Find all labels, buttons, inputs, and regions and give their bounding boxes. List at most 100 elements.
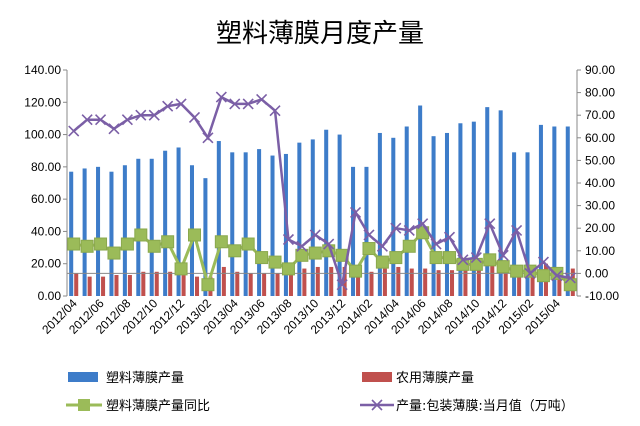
marker-yoy-growth — [281, 262, 295, 276]
right-tick-label: 60.00 — [585, 131, 615, 145]
legend-label-yoy-growth: 塑料薄膜产量同比 — [106, 399, 210, 414]
bar-agri-film — [490, 265, 495, 296]
marker-packaging-film — [256, 93, 268, 105]
bar-agri-film — [329, 266, 334, 296]
bar-agri-film — [463, 270, 468, 296]
bar-agri-film — [74, 273, 79, 296]
bar-agri-film — [436, 270, 441, 296]
right-tick-label: 0.00 — [585, 266, 609, 280]
bar-agri-film — [396, 266, 401, 296]
bar-plastic-film — [216, 141, 221, 296]
marker-yoy-growth — [188, 228, 201, 242]
bar-plastic-film — [297, 142, 302, 296]
bar-plastic-film — [485, 107, 490, 296]
marker-packaging-film — [215, 91, 227, 103]
bar-plastic-film — [498, 110, 503, 296]
marker-packaging-film — [457, 254, 469, 266]
bar-plastic-film — [230, 152, 235, 296]
marker-packaging-film — [537, 256, 550, 268]
bar-agri-film — [127, 275, 132, 296]
legend-label-agri-film: 农用薄膜产量 — [396, 371, 474, 386]
bar-plastic-film — [310, 139, 315, 296]
bar-plastic-film — [324, 129, 329, 296]
bar-plastic-film — [109, 171, 114, 296]
marker-yoy-growth — [362, 242, 376, 256]
legend-marker-yoy-growth — [78, 399, 90, 411]
bar-plastic-film — [176, 147, 181, 296]
bar-plastic-film — [552, 126, 557, 296]
marker-yoy-growth — [134, 228, 148, 242]
marker-yoy-growth — [563, 278, 577, 292]
bar-agri-film — [141, 271, 146, 296]
right-tick-label: 20.00 — [585, 221, 615, 235]
marker-yoy-growth — [228, 244, 242, 258]
marker-packaging-film — [403, 224, 415, 237]
bar-plastic-film — [444, 132, 449, 296]
marker-packaging-film — [269, 105, 281, 117]
bar-series-group — [69, 105, 575, 297]
bar-agri-film — [195, 276, 200, 296]
marker-packaging-film — [296, 240, 308, 252]
bar-agri-film — [168, 271, 173, 296]
bar-agri-film — [154, 271, 159, 296]
bar-agri-film — [382, 268, 387, 296]
bar-plastic-film — [471, 121, 476, 297]
right-tick-label: 10.00 — [585, 244, 615, 258]
left-axis-ticks: 0.00 20.00 40.00 60.00 80.00 100.00 120.00 140.… — [24, 63, 67, 303]
marker-packaging-film — [68, 125, 80, 137]
left-tick-label: 40.00 — [31, 224, 61, 238]
x-axis-ticks: 2012/042012/062012/082012/102012/122013/… — [39, 296, 563, 337]
bar-agri-film — [369, 271, 374, 296]
marker-packaging-film — [336, 279, 348, 291]
marker-yoy-growth — [510, 264, 524, 278]
bar-plastic-film — [565, 126, 570, 296]
marker-packaging-film — [175, 98, 187, 110]
marker-packaging-film — [363, 229, 375, 241]
marker-packaging-film — [94, 114, 107, 126]
bar-plastic-film — [163, 150, 168, 296]
marker-packaging-film — [443, 231, 456, 243]
marker-packaging-film — [484, 218, 496, 230]
marker-yoy-growth — [107, 246, 121, 260]
marker-packaging-film — [81, 114, 93, 126]
left-tick-label: 0.00 — [38, 289, 62, 303]
marker-packaging-film — [162, 100, 174, 112]
bar-plastic-film — [377, 132, 382, 296]
marker-packaging-film — [323, 238, 335, 250]
bar-plastic-film — [404, 126, 409, 296]
bar-agri-film — [476, 268, 481, 296]
bar-plastic-film — [431, 136, 436, 296]
bar-agri-film — [262, 273, 267, 296]
marker-packaging-film — [242, 98, 254, 110]
right-tick-label: 50.00 — [585, 153, 615, 167]
marker-yoy-growth — [308, 246, 322, 260]
right-tick-label: -10.00 — [585, 289, 619, 303]
line-series-group — [67, 91, 577, 292]
marker-yoy-growth — [255, 251, 269, 265]
marker-packaging-film — [282, 233, 295, 246]
left-tick-label: 100.00 — [24, 128, 61, 142]
marker-yoy-growth — [402, 239, 416, 253]
left-tick-label: 80.00 — [31, 160, 61, 174]
marker-packaging-film — [524, 267, 536, 279]
bar-plastic-film — [96, 166, 101, 296]
bar-agri-film — [181, 275, 186, 296]
bar-agri-film — [315, 266, 320, 296]
marker-yoy-growth — [147, 239, 161, 253]
axes — [66, 70, 578, 296]
marker-yoy-growth — [389, 251, 403, 265]
bar-agri-film — [87, 276, 92, 296]
bar-agri-film — [557, 268, 562, 296]
marker-packaging-film — [309, 229, 321, 241]
marker-packaging-film — [376, 240, 388, 252]
marker-yoy-growth — [94, 237, 108, 251]
bar-plastic-film — [203, 178, 208, 296]
bar-plastic-film — [69, 171, 74, 296]
marker-yoy-growth — [120, 237, 134, 251]
bar-agri-film — [235, 271, 240, 296]
marker-yoy-growth — [375, 255, 389, 269]
left-tick-label: 60.00 — [31, 192, 61, 206]
right-tick-label: 40.00 — [585, 176, 615, 190]
bar-agri-film — [450, 270, 455, 296]
